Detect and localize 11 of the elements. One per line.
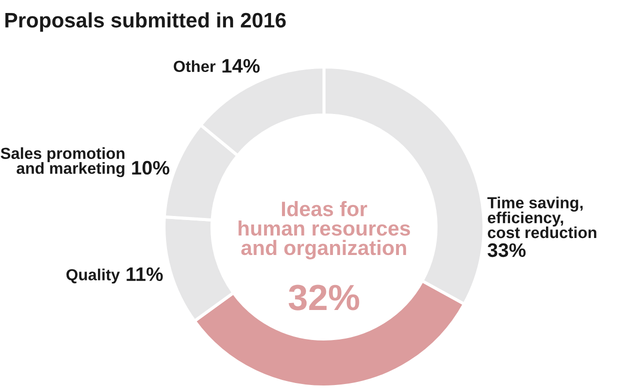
slice-label: Quality: [66, 268, 120, 284]
chart-title: Proposals submitted in 2016: [5, 12, 286, 32]
slice-label: Other: [174, 60, 216, 72]
slice-label: Ideas for human resources and organization: [238, 201, 410, 260]
slice-label: Sales promotion and marketing: [0, 147, 124, 178]
slice-label: Time saving, efficiency, cost reduction: [487, 196, 596, 238]
data-label: 10%: [132, 160, 170, 175]
data-label: 33%: [488, 243, 526, 258]
data-label: 14%: [222, 59, 260, 73]
data-label: 11%: [126, 267, 163, 282]
data-label: 32%: [288, 284, 360, 310]
